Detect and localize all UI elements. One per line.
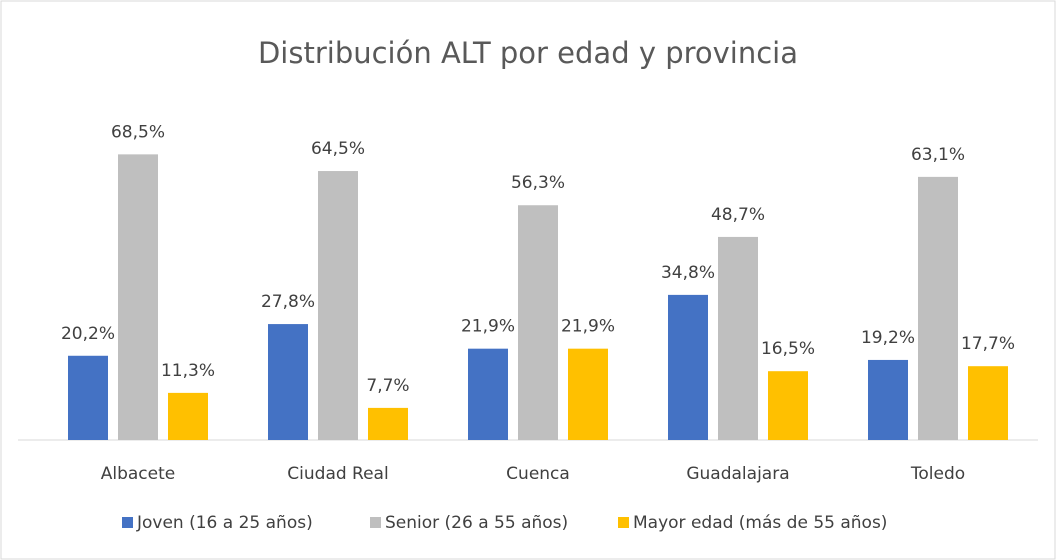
data-label: 34,8% [661, 263, 715, 283]
data-label: 56,3% [511, 173, 565, 193]
legend-label: Joven (16 a 25 años) [136, 513, 313, 533]
bar [318, 171, 358, 440]
data-label: 21,9% [561, 317, 615, 337]
data-label: 20,2% [61, 324, 115, 344]
data-label: 27,8% [261, 292, 315, 312]
bar [368, 407, 408, 440]
legend-swatch [370, 517, 381, 528]
bar [868, 359, 908, 440]
legend-swatch [122, 517, 133, 528]
bar [668, 294, 708, 440]
x-tick-label: Cuenca [506, 464, 570, 484]
bar [118, 154, 158, 441]
bar [918, 176, 958, 441]
bar [518, 205, 558, 440]
bar [968, 366, 1008, 440]
chart-title: Distribución ALT por edad y provincia [258, 36, 798, 70]
data-label: 19,2% [861, 328, 915, 348]
bar [68, 355, 108, 440]
bar [768, 371, 808, 440]
data-label: 11,3% [161, 361, 215, 381]
x-tick-label: Albacete [101, 464, 176, 484]
legend-label: Mayor edad (más de 55 años) [633, 513, 887, 533]
bar [168, 392, 208, 440]
data-label: 48,7% [711, 205, 765, 225]
x-tick-label: Ciudad Real [287, 464, 388, 484]
bar [268, 324, 308, 440]
data-label: 16,5% [761, 339, 815, 359]
data-label: 17,7% [961, 334, 1015, 354]
data-label: 63,1% [911, 145, 965, 165]
legend-swatch [618, 517, 629, 528]
data-label: 7,7% [366, 376, 409, 396]
x-tick-label: Toledo [910, 464, 965, 484]
data-label: 21,9% [461, 317, 515, 337]
bar [568, 348, 608, 440]
data-label: 68,5% [111, 122, 165, 142]
data-label: 64,5% [311, 139, 365, 159]
bar [718, 236, 758, 440]
legend-label: Senior (26 a 55 años) [385, 513, 568, 533]
x-tick-label: Guadalajara [686, 464, 789, 484]
bar [468, 348, 508, 440]
